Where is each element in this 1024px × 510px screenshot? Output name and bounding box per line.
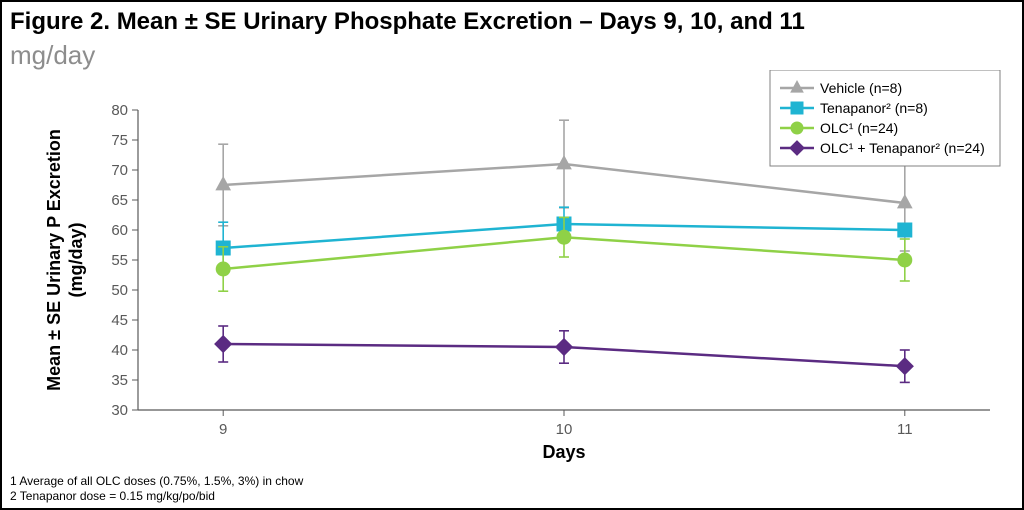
svg-text:Vehicle (n=8): Vehicle (n=8) [820,80,902,96]
svg-text:Tenapanor² (n=8): Tenapanor² (n=8) [820,100,928,116]
series-olc_tenapanor [215,326,913,382]
svg-text:80: 80 [111,102,128,119]
svg-text:9: 9 [219,421,227,438]
legend: Vehicle (n=8) Tenapanor² (n=8) OLC¹ (n=24)… [770,70,1000,166]
chart-area: 30 35 40 45 50 55 60 65 70 75 80 9 10 11 Mean ± SE Uri… [8,70,1016,464]
svg-text:Mean ± SE Urinary P Excretion: Mean ± SE Urinary P Excretion [44,129,64,391]
line-chart: 30 35 40 45 50 55 60 65 70 75 80 9 10 11 Mean ± SE Uri… [8,70,1020,468]
svg-text:OLC¹ + Tenapanor² (n=24): OLC¹ + Tenapanor² (n=24) [820,140,985,156]
svg-text:10: 10 [556,421,573,438]
svg-text:OLC¹ (n=24): OLC¹ (n=24) [820,120,898,136]
figure-container: Figure 2. Mean ± SE Urinary Phosphate Ex… [0,0,1024,510]
svg-text:35: 35 [111,372,128,389]
footnote-1: 1 Average of all OLC doses (0.75%, 1.5%,… [10,474,303,489]
svg-text:55: 55 [111,252,128,269]
svg-text:50: 50 [111,282,128,299]
svg-text:Days: Days [542,442,585,462]
svg-text:70: 70 [111,162,128,179]
footnote-2: 2 Tenapanor dose = 0.15 mg/kg/po/bid [10,489,303,504]
svg-text:(mg/day): (mg/day) [66,222,86,297]
svg-text:65: 65 [111,192,128,209]
figure-title: Figure 2. Mean ± SE Urinary Phosphate Ex… [10,8,1022,36]
svg-text:30: 30 [111,402,128,419]
svg-text:45: 45 [111,312,128,329]
unit-label: mg/day [10,40,1022,71]
svg-text:75: 75 [111,132,128,149]
footnotes: 1 Average of all OLC doses (0.75%, 1.5%,… [10,474,303,504]
svg-text:60: 60 [111,222,128,239]
svg-text:11: 11 [897,421,913,438]
svg-text:40: 40 [111,342,128,359]
